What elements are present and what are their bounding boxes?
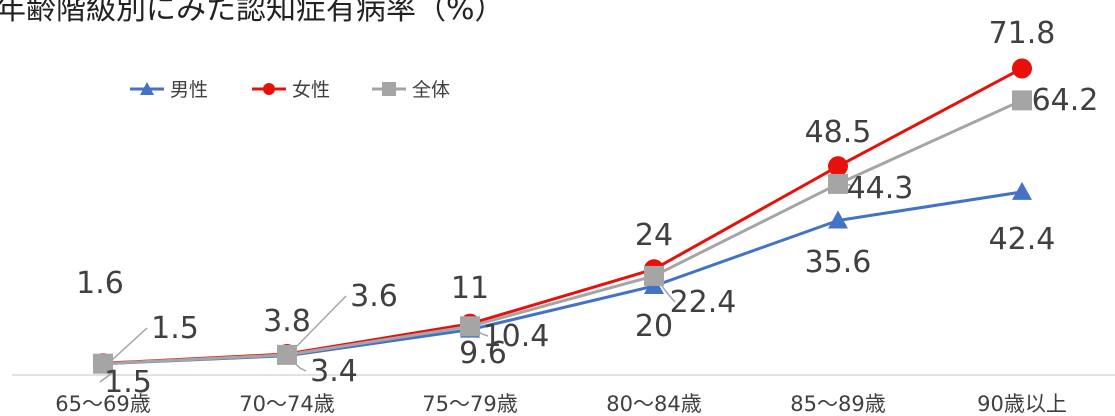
x-tick-label: 70〜74歳 (239, 392, 334, 416)
legend-marker-square (382, 82, 396, 96)
data-label: 11 (451, 271, 489, 306)
leader-line (469, 325, 489, 337)
data-label: 64.2 (1032, 83, 1099, 118)
data-label: 22.4 (670, 285, 737, 320)
leader-line (286, 295, 347, 356)
x-tick-label: 75〜79歳 (422, 392, 517, 416)
x-tick-label: 85〜89歳 (790, 392, 885, 416)
legend-label-2: 女性 (292, 79, 330, 101)
legend-label-1: 男性 (170, 79, 208, 101)
data-label: 10.4 (483, 319, 550, 354)
legend-label-3: 全体 (412, 79, 450, 101)
data-label: 1.5 (151, 311, 199, 346)
data-label: 42.4 (989, 222, 1056, 257)
data-label: 3.4 (310, 354, 358, 389)
data-label: 3.8 (263, 304, 311, 339)
data-label: 3.6 (350, 279, 398, 314)
chart-title: 年齢階級別にみた認知症有病率（%） (0, 0, 505, 27)
legend-marker-triangle (140, 82, 154, 95)
data-label: 20 (635, 309, 673, 344)
data-label: 48.5 (805, 115, 872, 150)
data-label: 24 (635, 218, 673, 253)
data-label: 35.6 (805, 245, 872, 280)
x-tick-label: 80〜84歳 (606, 392, 701, 416)
data-point-1 (1012, 181, 1032, 200)
series-lines (102, 67, 1023, 366)
leader-line (99, 363, 114, 383)
x-tick-label: 90歳以上 (977, 392, 1067, 416)
data-label: 71.8 (989, 16, 1056, 51)
data-point-3 (1012, 90, 1032, 111)
series-line-1 (102, 190, 1023, 366)
data-point-1 (828, 210, 848, 229)
leader-line (837, 183, 853, 189)
leader-line (286, 355, 307, 372)
x-tick-label: 65〜69歳 (55, 392, 150, 416)
series-markers (93, 58, 1032, 374)
legend-marker-circle (263, 83, 275, 95)
series-line-3 (102, 98, 1023, 366)
series-line-2 (102, 67, 1023, 365)
data-point-2 (1012, 58, 1032, 79)
leader-line (653, 275, 676, 303)
leader-line (102, 327, 148, 365)
data-label: 1.5 (104, 365, 152, 400)
data-labels: 1.5 3.4 9.6 20 35.6 42.4 1.6 3.8 11 24 48.5 71.8 1.5… (76, 16, 1098, 400)
data-label: 1.6 (76, 266, 124, 301)
legend: 男性 女性 全体 (130, 79, 450, 101)
data-label: 44.3 (847, 171, 914, 206)
data-label: 9.6 (459, 336, 507, 371)
